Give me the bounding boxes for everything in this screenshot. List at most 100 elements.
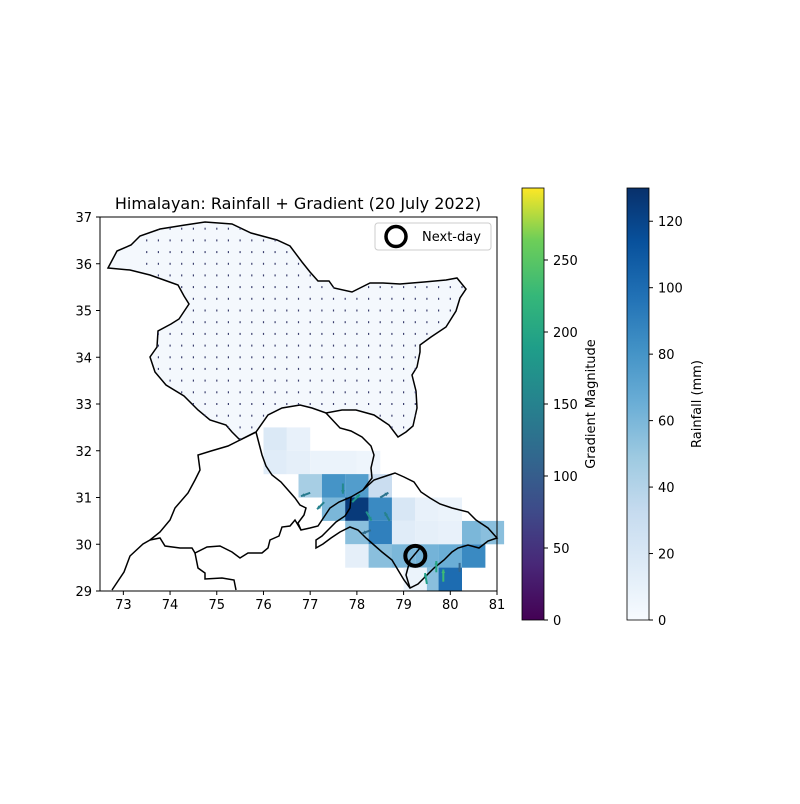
quiver-dot — [379, 426, 381, 429]
quiver-dot — [204, 239, 206, 242]
quiver-dot — [426, 251, 428, 254]
quiver-dot — [251, 309, 253, 312]
quiver-dot — [227, 321, 229, 324]
quiver-dot — [274, 274, 276, 277]
quiver-dot — [251, 239, 253, 242]
quiver-dot — [426, 450, 427, 452]
quiver-dot — [321, 578, 322, 580]
east-boundary — [405, 547, 421, 589]
quiver-dot — [415, 473, 416, 475]
quiver-dot — [461, 461, 462, 463]
quiver-dot — [205, 485, 206, 487]
quiver-dot — [321, 438, 323, 440]
quiver-dot — [368, 367, 370, 370]
quiver-dot — [169, 297, 171, 300]
quiver-dot — [332, 262, 335, 265]
quiver-dot — [403, 262, 405, 265]
colorbar-tick-label: 100 — [658, 282, 683, 297]
quiver-dot — [251, 461, 252, 463]
quiver-dot — [321, 309, 323, 312]
quiver-dot — [321, 227, 323, 230]
quiver-dot — [379, 438, 381, 440]
quiver-dot — [216, 262, 218, 265]
quiver-dot — [169, 227, 171, 230]
quiver-dot — [263, 508, 264, 510]
quiver-dot — [193, 543, 194, 545]
quiver-dot — [309, 414, 311, 417]
quiver-dot — [251, 473, 252, 475]
quiver-dot — [239, 227, 241, 230]
quiver-dot — [251, 274, 253, 277]
quiver-dot — [379, 403, 381, 405]
quiver-dot — [262, 367, 265, 370]
quiver-dot — [240, 508, 241, 510]
quiver-dot — [426, 344, 428, 347]
quiver-dot — [181, 426, 183, 429]
quiver-dot — [414, 251, 416, 254]
quiver-dot — [414, 356, 416, 359]
quiver-dot — [321, 239, 323, 242]
quiver-dot — [485, 333, 486, 335]
quiver-dot — [321, 332, 323, 335]
quiver-dot — [309, 356, 311, 359]
quiver-dot — [449, 344, 451, 347]
quiver-dot — [461, 251, 463, 254]
quiver-dot — [368, 239, 370, 242]
y-axis-ticks: 29 30 31 32 33 34 35 36 37 — [75, 211, 100, 600]
quiver-dot — [286, 485, 287, 487]
quiver-dot — [449, 367, 451, 370]
quiver-dot — [438, 414, 440, 417]
quiver-dot — [309, 262, 311, 265]
quiver-dot — [251, 227, 253, 230]
quiver-dot — [403, 485, 404, 487]
quiver-dot — [473, 333, 474, 335]
quiver-dot — [473, 356, 474, 358]
quiver-dot — [297, 262, 300, 265]
quiver-dot — [391, 297, 393, 300]
quiver-dot — [239, 239, 241, 242]
quiver-dot — [251, 297, 253, 300]
quiver-dot — [310, 555, 311, 557]
quiver-dot — [193, 555, 194, 557]
quiver-dot — [146, 426, 148, 429]
quiver-dot — [275, 555, 276, 557]
quiver-dot — [438, 344, 440, 347]
quiver-dot — [228, 473, 229, 475]
gradient-colorbar: 0 50 100 150 200 250 Gradient Magnitude — [521, 187, 599, 629]
quiver-dot — [251, 485, 252, 487]
quiver-dot — [169, 239, 171, 242]
quiver-dot — [449, 414, 451, 417]
rainfall-cell — [298, 474, 322, 498]
quiver-dot — [310, 567, 311, 569]
quiver-dot — [170, 532, 171, 534]
quiver-dot — [356, 239, 358, 242]
quiver-dot — [309, 403, 311, 405]
quiver-dot — [146, 555, 147, 557]
quiver-dot — [461, 309, 463, 312]
quiver-dot — [216, 543, 217, 545]
quiver-dot — [181, 438, 183, 440]
quiver-dot — [310, 532, 311, 534]
quiver-dot — [309, 367, 311, 370]
quiver-dot — [181, 403, 183, 405]
quiver-dot — [333, 532, 334, 534]
quiver-dot — [461, 379, 463, 382]
quiver-dot — [415, 450, 416, 452]
quiver-dot — [461, 344, 463, 347]
quiver-dot — [368, 321, 370, 324]
quiver-dot — [181, 555, 182, 557]
quiver-dot — [356, 286, 358, 289]
quiver-dot — [216, 332, 218, 335]
x-axis-ticks: 73 74 75 76 77 78 79 80 81 — [115, 591, 505, 613]
quiver-dot — [332, 414, 335, 417]
quiver-dot — [170, 578, 171, 580]
quiver-dot — [461, 391, 463, 394]
quiver-dot — [438, 473, 439, 475]
quiver-dot — [216, 251, 218, 254]
quiver-dot — [262, 262, 265, 265]
quiver-dot — [403, 367, 405, 370]
quiver-dot — [205, 532, 206, 534]
quiver-dot — [286, 344, 288, 347]
quiver-dot — [204, 297, 206, 300]
